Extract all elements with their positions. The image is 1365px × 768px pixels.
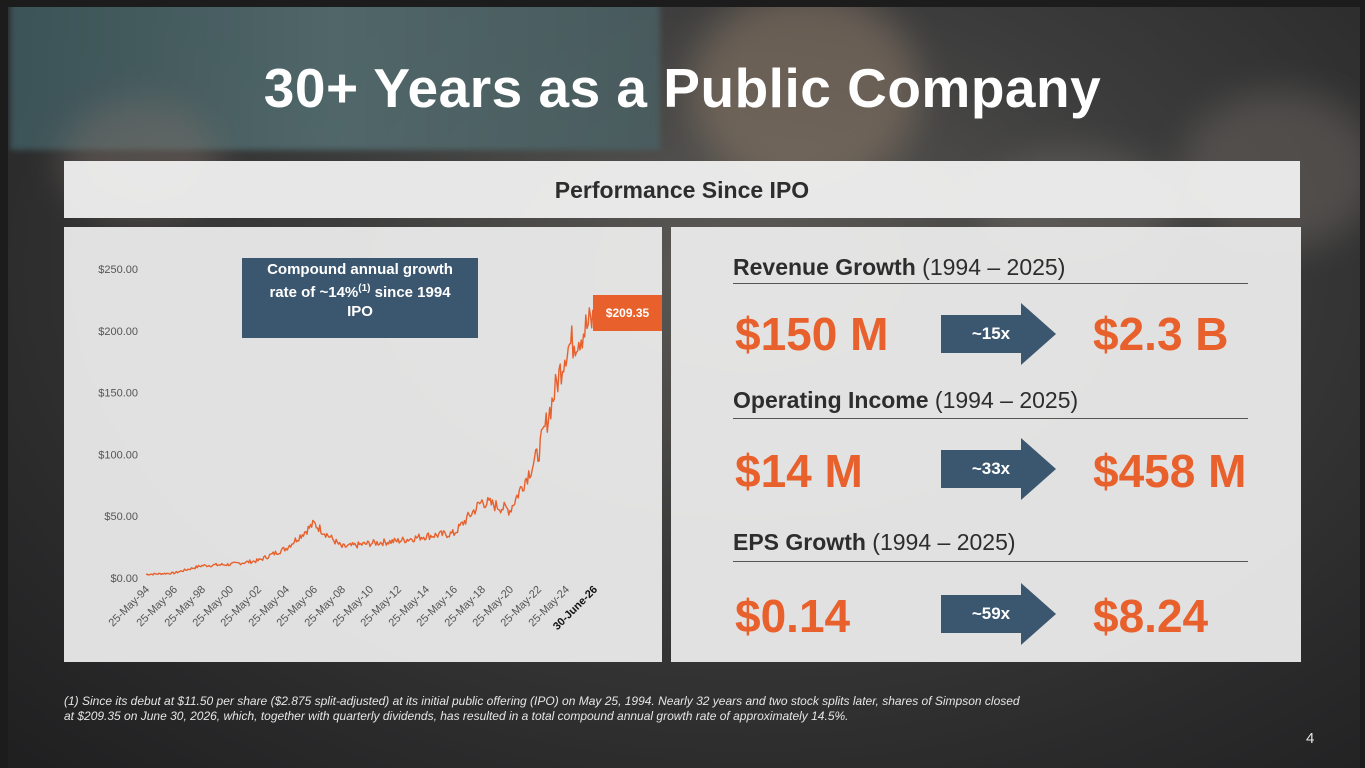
- eps-from-value: $0.14: [735, 590, 851, 642]
- revenue-growth-label: Revenue Growth: [733, 254, 916, 280]
- stock-price-chart: $0.00$50.00$100.00$150.00$200.00$250.002…: [98, 264, 600, 633]
- stats-panel: Revenue Growth (1994 – 2025) $150 M ~15x…: [671, 227, 1301, 662]
- revenue-to-value: $2.3 B: [1093, 308, 1229, 360]
- operating-income-to-value: $458 M: [1093, 445, 1247, 497]
- y-tick-label: $250.00: [98, 264, 138, 276]
- cagr-footnote-marker: (1): [358, 283, 371, 294]
- price-series-line: [145, 307, 595, 576]
- y-tick-label: $0.00: [110, 573, 138, 585]
- revenue-multiple-arrow: ~15x: [941, 303, 1056, 365]
- cagr-line2-post: since 1994: [370, 284, 451, 301]
- cagr-line1: Compound annual growth: [267, 261, 453, 278]
- divider: [733, 283, 1248, 284]
- slide-title: 30+ Years as a Public Company: [263, 57, 1102, 119]
- section-header-text: Performance Since IPO: [554, 177, 810, 203]
- y-tick-label: $50.00: [104, 511, 138, 523]
- operating-income-period: (1994 – 2025): [928, 387, 1079, 413]
- cagr-line2-pre: rate of ~14%: [269, 284, 359, 301]
- operating-income-multiple-label: ~33x: [971, 459, 1011, 478]
- eps-growth-heading: EPS Growth (1994 – 2025): [733, 529, 1016, 556]
- y-tick-label: $200.00: [98, 326, 138, 338]
- chart-panel: $0.00 $50.00 $100.00 $150.00 $200.00 $250.00 2…: [64, 227, 662, 662]
- eps-multiple-label: ~59x: [971, 604, 1011, 623]
- y-tick-label: $100.00: [98, 449, 138, 461]
- footnote: (1) Since its debut at $11.50 per share …: [64, 694, 1144, 724]
- footnote-line2: at $209.35 on June 30, 2026, which, toge…: [64, 709, 849, 723]
- operating-income-label: Operating Income: [733, 387, 929, 413]
- revenue-growth-heading: Revenue Growth (1994 – 2025): [733, 254, 1065, 281]
- eps-to-value: $8.24: [1093, 590, 1209, 642]
- operating-income-multiple-arrow: ~33x: [941, 438, 1056, 500]
- eps-multiple-arrow: ~59x: [941, 583, 1056, 645]
- footnote-line1: (1) Since its debut at $11.50 per share …: [64, 694, 1020, 708]
- revenue-growth-period: (1994 – 2025): [915, 254, 1066, 280]
- frame-border-left: [0, 0, 8, 768]
- operating-income-from-value: $14 M: [735, 445, 863, 497]
- eps-growth-label: EPS Growth: [733, 529, 866, 555]
- page-number: 4: [1306, 730, 1315, 747]
- frame-border-top: [0, 0, 1365, 7]
- cagr-line3: IPO: [347, 303, 373, 320]
- latest-price-badge: $209.35: [593, 295, 662, 331]
- operating-income-heading: Operating Income (1994 – 2025): [733, 387, 1078, 414]
- background-photo-banner: [10, 0, 660, 150]
- y-tick-label: $150.00: [98, 388, 138, 400]
- frame-border-right: [1360, 0, 1365, 768]
- background-photo-figure: [690, 0, 920, 190]
- divider: [733, 418, 1248, 419]
- revenue-multiple-label: ~15x: [971, 324, 1011, 343]
- cagr-callout: Compound annual growth rate of ~14%(1) s…: [242, 258, 478, 338]
- eps-growth-period: (1994 – 2025): [865, 529, 1016, 555]
- divider: [733, 561, 1248, 562]
- section-header: Performance Since IPO: [64, 161, 1300, 218]
- revenue-from-value: $150 M: [735, 308, 889, 360]
